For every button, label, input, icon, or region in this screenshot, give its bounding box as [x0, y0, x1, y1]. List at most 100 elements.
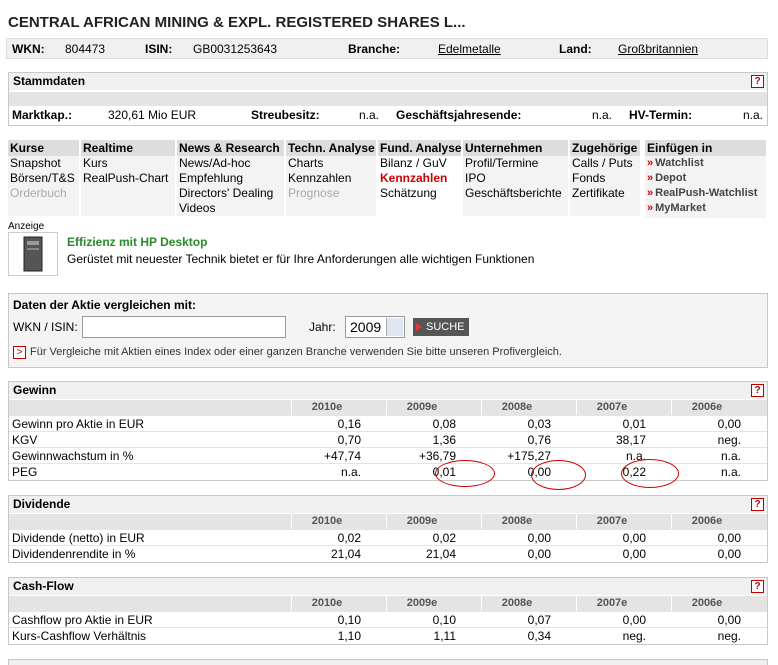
- cell-value: 0,00: [622, 547, 646, 561]
- column-header: 2007e: [576, 400, 647, 415]
- nav-column: Fund. Analyse Bilanz / GuV Kennzahlen Schät…: [378, 140, 462, 216]
- year-label: Jahr:: [309, 320, 336, 334]
- year-value: 2009: [350, 319, 382, 335]
- nav-link[interactable]: Geschäftsberichte: [465, 186, 562, 200]
- nav-heading[interactable]: Realtime: [81, 140, 175, 156]
- section-header: Dividende: [9, 496, 767, 513]
- nav-column: Techn. Analyse Charts Kennzahlen Prognose: [286, 140, 376, 216]
- table-row: Gewinnwachstum in % +47,74 +36,79 +175,27 n.…: [9, 447, 767, 464]
- search-button[interactable]: SUCHE: [413, 318, 469, 336]
- cell-value: neg.: [717, 433, 741, 447]
- table-row: Dividende (netto) in EUR 0,02 0,02 0,00 0,00…: [9, 529, 767, 546]
- nav-link[interactable]: IPO: [465, 171, 486, 185]
- help-icon[interactable]: ?: [751, 384, 764, 397]
- field-label: Geschäftsjahresende:: [396, 108, 522, 122]
- nav-heading[interactable]: Unternehmen: [463, 140, 568, 156]
- nav-link[interactable]: » RealPush-Watchlist: [645, 186, 766, 201]
- column-header: 2008e: [481, 514, 552, 529]
- nav-link[interactable]: Snapshot: [10, 156, 61, 170]
- nav-heading[interactable]: News & Research: [177, 140, 284, 156]
- cell-value: 0,00: [717, 417, 741, 431]
- info-value: GB0031253643: [193, 42, 278, 56]
- column-header: 2008e: [481, 596, 552, 611]
- info-value[interactable]: Edelmetalle: [438, 42, 501, 56]
- nav-link[interactable]: Empfehlung: [179, 171, 244, 185]
- cell-value: 0,08: [432, 417, 456, 431]
- cell-value: 0,00: [717, 531, 741, 545]
- cell-value: 0,16: [337, 417, 361, 431]
- link-text: Depot: [655, 172, 687, 184]
- help-icon[interactable]: ?: [751, 75, 764, 88]
- ad-label: Anzeige: [8, 221, 45, 232]
- nav-link[interactable]: Kennzahlen: [380, 171, 448, 185]
- nav-link[interactable]: RealPush-Chart: [83, 171, 169, 185]
- info-label: WKN:: [12, 42, 45, 56]
- cell-value: +175,27: [507, 449, 551, 463]
- select-arrow: [386, 318, 403, 336]
- cell-value: +36,79: [418, 449, 456, 463]
- nav-link[interactable]: Fonds: [572, 171, 606, 185]
- nav-heading[interactable]: Fund. Analyse: [378, 140, 462, 156]
- nav-column: Unternehmen Profil/Termine IPO Geschäftsber…: [463, 140, 568, 216]
- ad-title[interactable]: Effizienz mit HP Desktop: [67, 235, 208, 249]
- nav-heading[interactable]: Kurse: [8, 140, 79, 156]
- nav-link[interactable]: News/Ad-hoc: [179, 156, 251, 170]
- nav-link[interactable]: Kennzahlen: [288, 171, 352, 185]
- nav-heading[interactable]: Zugehörige: [570, 140, 640, 156]
- button-arrow: [416, 323, 422, 331]
- field-value: n.a.: [358, 108, 379, 122]
- info-bar: WKN: 804473 ISIN: GB0031253643 Branche: Edelm…: [6, 38, 768, 59]
- nav-link[interactable]: Schätzung: [380, 186, 437, 200]
- nav-link[interactable]: Profil/Termine: [465, 156, 539, 170]
- link-marker: »: [647, 202, 654, 214]
- nav-link[interactable]: Kurs: [83, 156, 108, 170]
- cell-value: 0,10: [432, 613, 456, 627]
- link-text: Watchlist: [655, 157, 704, 169]
- help-icon[interactable]: ?: [751, 498, 764, 511]
- field-label: Marktkap.:: [12, 108, 73, 122]
- year-select[interactable]: 2009: [345, 316, 405, 338]
- table-row: KGV 0,70 1,36 0,76 38,17 neg.: [9, 431, 767, 448]
- info-value[interactable]: Großbritannien: [618, 42, 699, 56]
- nav-column: Zugehörige Calls / Puts Fonds Zertifikate: [570, 140, 640, 216]
- nav-link[interactable]: Orderbuch: [10, 186, 67, 200]
- nav-heading[interactable]: Techn. Analyse: [286, 140, 376, 156]
- nav-link[interactable]: Directors' Dealing: [179, 186, 274, 200]
- row-label: KGV: [12, 433, 38, 447]
- nav-link[interactable]: Bilanz / GuV: [380, 156, 447, 170]
- column-header: 2006e: [671, 400, 742, 415]
- wkn-input[interactable]: [82, 316, 286, 338]
- cell-value: 1,11: [433, 629, 456, 643]
- nav-link[interactable]: Videos: [179, 201, 216, 215]
- nav-column: Kurse Snapshot Börsen/T&S Orderbuch: [8, 140, 79, 216]
- nav-link[interactable]: Charts: [288, 156, 324, 170]
- cell-value: 0,07: [527, 613, 551, 627]
- nav-link[interactable]: Börsen/T&S: [10, 171, 75, 185]
- ad-text: Gerüstet mit neuester Technik bietet er …: [67, 252, 535, 266]
- nav-link[interactable]: Zertifikate: [572, 186, 625, 200]
- column-header: 2009e: [386, 596, 457, 611]
- field-value: n.a.: [591, 108, 612, 122]
- info-value: 804473: [65, 42, 106, 56]
- help-icon[interactable]: ?: [751, 580, 764, 593]
- cell-value: 0,34: [527, 629, 551, 643]
- cell-value: 21,04: [330, 547, 361, 561]
- compare-note[interactable]: Für Vergleiche mit Aktien eines Index od…: [30, 346, 562, 358]
- nav-heading: Einfügen in: [645, 140, 766, 156]
- nav-link[interactable]: » Depot: [645, 171, 766, 186]
- einfuegen-menu: Einfügen in» Watchlist» Depot» RealPush-Wat…: [645, 140, 766, 218]
- column-header: 2007e: [576, 514, 647, 529]
- nav-link[interactable]: Prognose: [288, 186, 340, 200]
- nav-link[interactable]: Calls / Puts: [572, 156, 633, 170]
- nav-link[interactable]: » MyMarket: [645, 201, 766, 216]
- link-marker: »: [647, 157, 654, 169]
- nav-link[interactable]: » Watchlist: [645, 156, 766, 171]
- cell-value: n.a.: [720, 465, 741, 479]
- link-marker: »: [647, 172, 654, 184]
- info-label: Land:: [559, 42, 592, 56]
- column-header: 2010e: [291, 514, 362, 529]
- column-header: 2009e: [386, 514, 457, 529]
- column-header-row: 2010e 2009e 2008e 2007e 2006e: [9, 400, 767, 415]
- table-row: Gewinn pro Aktie in EUR 0,16 0,08 0,03 0,01 0…: [9, 415, 767, 432]
